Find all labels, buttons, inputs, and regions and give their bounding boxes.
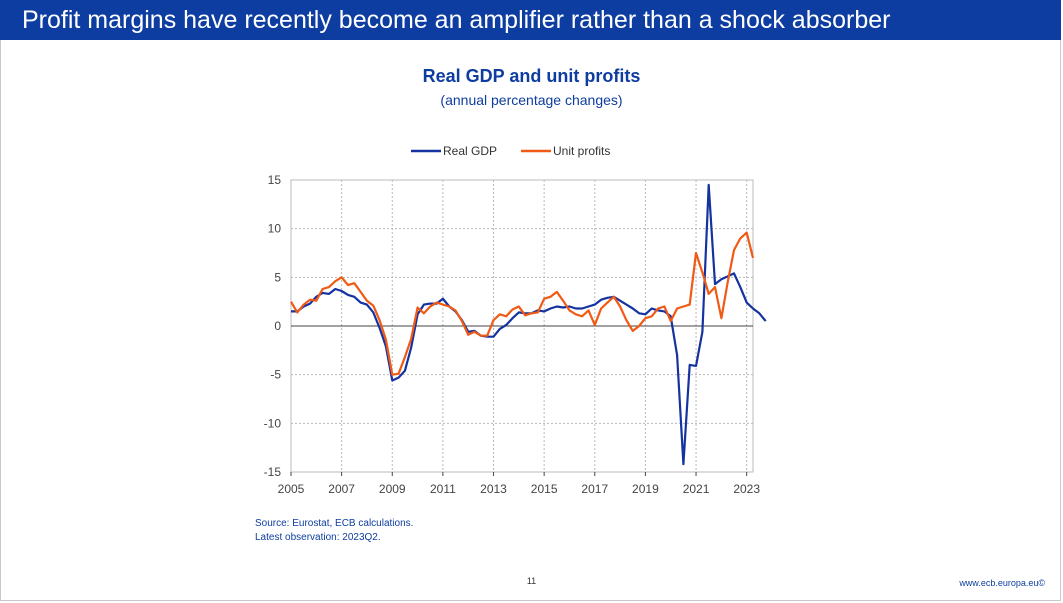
slide-title: Profit margins have recently become an a… [22,6,891,34]
latest-observation-note: Latest observation: 2023Q2. [255,532,381,543]
y-tick-label: 0 [274,319,281,333]
chart-title: Real GDP and unit profits [422,66,641,86]
source-note: Source: Eurostat, ECB calculations. [255,518,414,529]
legend-label: Unit profits [553,144,610,158]
y-tick-label: -5 [270,368,281,382]
x-tick-label: 2023 [733,482,760,496]
x-tick-label: 2007 [328,482,355,496]
x-tick-label: 2015 [531,482,558,496]
y-tick-label: -10 [264,416,282,430]
series-line-unit-profits [290,231,755,376]
y-tick-label: 10 [268,222,282,236]
x-tick-label: 2019 [632,482,659,496]
y-tick-label: 5 [274,270,281,284]
y-tick-label: -15 [264,465,282,479]
x-tick-label: 2013 [480,482,507,496]
x-tick-label: 2005 [278,482,305,496]
y-tick-label: 15 [268,173,282,187]
chart-subtitle: (annual percentage changes) [440,92,623,108]
title-bar: Profit margins have recently become an a… [0,0,1061,40]
x-tick-label: 2017 [581,482,608,496]
legend-label: Real GDP [443,144,497,158]
x-tick-label: 2009 [379,482,406,496]
page-number: 11 [526,576,537,586]
x-tick-label: 2011 [430,482,456,496]
website-link[interactable]: www.ecb.europa.eu© [959,578,1045,588]
series-line-real-gdp [291,183,767,466]
x-tick-label: 2021 [683,482,710,496]
